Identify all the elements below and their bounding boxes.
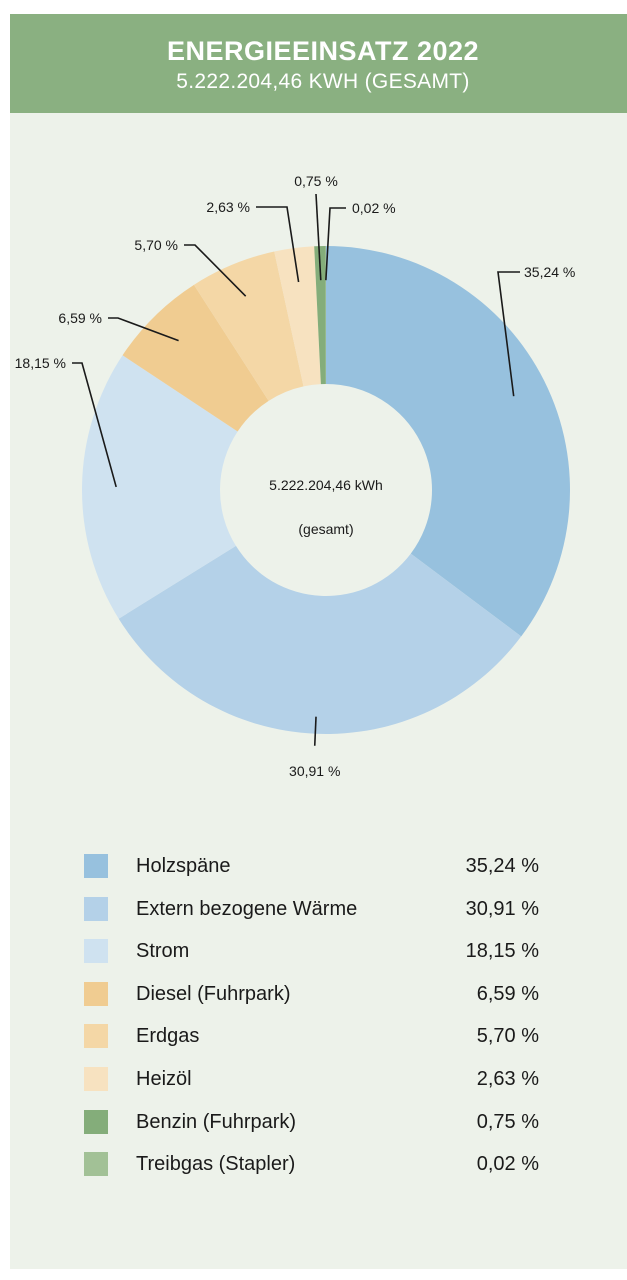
leader-line-4 bbox=[184, 244, 247, 297]
legend-item: Diesel (Fuhrpark) 6,59 % bbox=[10, 980, 627, 1010]
donut-slices bbox=[82, 246, 570, 734]
leader-lines bbox=[72, 193, 520, 746]
legend-value: 2,63 % bbox=[476, 1068, 539, 1090]
legend-value: 6,59 % bbox=[476, 982, 539, 1005]
legend-value: 30,91 % bbox=[465, 897, 539, 920]
slice-6 bbox=[314, 246, 326, 385]
legend-label: Diesel (Fuhrpark) bbox=[136, 982, 291, 1005]
legend-value: 0,02 % bbox=[476, 1153, 539, 1176]
chart-subtitle: 5.222.204,46 KWH (GESAMT) bbox=[176, 70, 470, 93]
leader-line-7 bbox=[325, 207, 346, 281]
legend-value: 18,15 % bbox=[465, 940, 539, 963]
legend-label: Treibgas (Stapler) bbox=[136, 1153, 296, 1176]
legend-swatch bbox=[84, 1152, 108, 1177]
leader-line-3 bbox=[108, 317, 179, 342]
legend-swatch bbox=[84, 1109, 108, 1134]
center-total-caption: (gesamt) bbox=[298, 521, 353, 537]
legend-label: Extern bezogene Wärme bbox=[136, 897, 358, 920]
leader-line-1 bbox=[313, 716, 317, 746]
leader-line-6 bbox=[315, 193, 322, 281]
slice-label-4: 5,70 % bbox=[134, 237, 178, 253]
slice-label-7: 0,02 % bbox=[352, 200, 396, 216]
legend-swatch bbox=[84, 1067, 108, 1091]
slice-5 bbox=[274, 246, 321, 387]
legend-item: Holzspäne 35,24 % bbox=[10, 852, 627, 882]
legend-item: Treibgas (Stapler) 0,02 % bbox=[10, 1150, 627, 1180]
slice-label-5: 2,63 % bbox=[206, 199, 250, 215]
slice-1 bbox=[118, 545, 522, 734]
legend-label: Holzspäne bbox=[136, 855, 231, 877]
slice-label-1: 30,91 % bbox=[289, 763, 340, 779]
header-banner: ENERGIEEINSATZ 2022 5.222.204,46 KWH (GE… bbox=[10, 14, 627, 113]
legend-item: Heizöl 2,63 % bbox=[10, 1065, 627, 1095]
legend-item: Benzin (Fuhrpark) 0,75 % bbox=[10, 1108, 627, 1138]
legend-swatch bbox=[84, 854, 108, 878]
legend-value: 5,70 % bbox=[476, 1025, 539, 1048]
legend-label: Erdgas bbox=[136, 1025, 200, 1048]
leader-line-0 bbox=[497, 271, 520, 397]
leader-line-5 bbox=[256, 206, 300, 283]
chart-title: ENERGIEEINSATZ 2022 bbox=[166, 36, 480, 66]
donut-chart: 35,24 % 30,91 % 18,15 % 6,59 % 5,70 % 2,63 % 0… bbox=[15, 173, 576, 779]
legend-item: Extern bezogene Wärme 30,91 % bbox=[10, 895, 627, 925]
legend-label: Heizöl bbox=[136, 1068, 192, 1090]
leader-line-2 bbox=[72, 362, 117, 488]
legend-label: Benzin (Fuhrpark) bbox=[136, 1110, 297, 1133]
slice-3 bbox=[122, 284, 269, 432]
center-total: 5.222.204,46 kWh bbox=[269, 477, 383, 493]
legend-swatch bbox=[84, 896, 108, 921]
slice-2 bbox=[82, 355, 238, 619]
slice-0 bbox=[326, 246, 570, 637]
legend-swatch bbox=[84, 981, 108, 1006]
slice-label-2: 18,15 % bbox=[15, 355, 66, 371]
legend-value: 35,24 % bbox=[465, 855, 539, 877]
legend-swatch bbox=[84, 1024, 108, 1049]
legend-item: Strom 18,15 % bbox=[10, 937, 627, 967]
slice-4 bbox=[193, 251, 304, 401]
slice-label-6: 0,75 % bbox=[294, 173, 338, 189]
legend-label: Strom bbox=[136, 940, 190, 963]
legend-swatch bbox=[84, 939, 108, 964]
slice-labels: 35,24 % 30,91 % 18,15 % 6,59 % 5,70 % 2,63 % 0… bbox=[15, 173, 576, 779]
infographic-card: ENERGIEEINSATZ 2022 5.222.204,46 KWH (GE… bbox=[10, 14, 627, 1269]
legend-item: Erdgas 5,70 % bbox=[10, 1022, 627, 1052]
slice-label-0: 35,24 % bbox=[524, 264, 575, 280]
legend-value: 0,75 % bbox=[476, 1110, 539, 1133]
slice-label-3: 6,59 % bbox=[58, 310, 102, 326]
